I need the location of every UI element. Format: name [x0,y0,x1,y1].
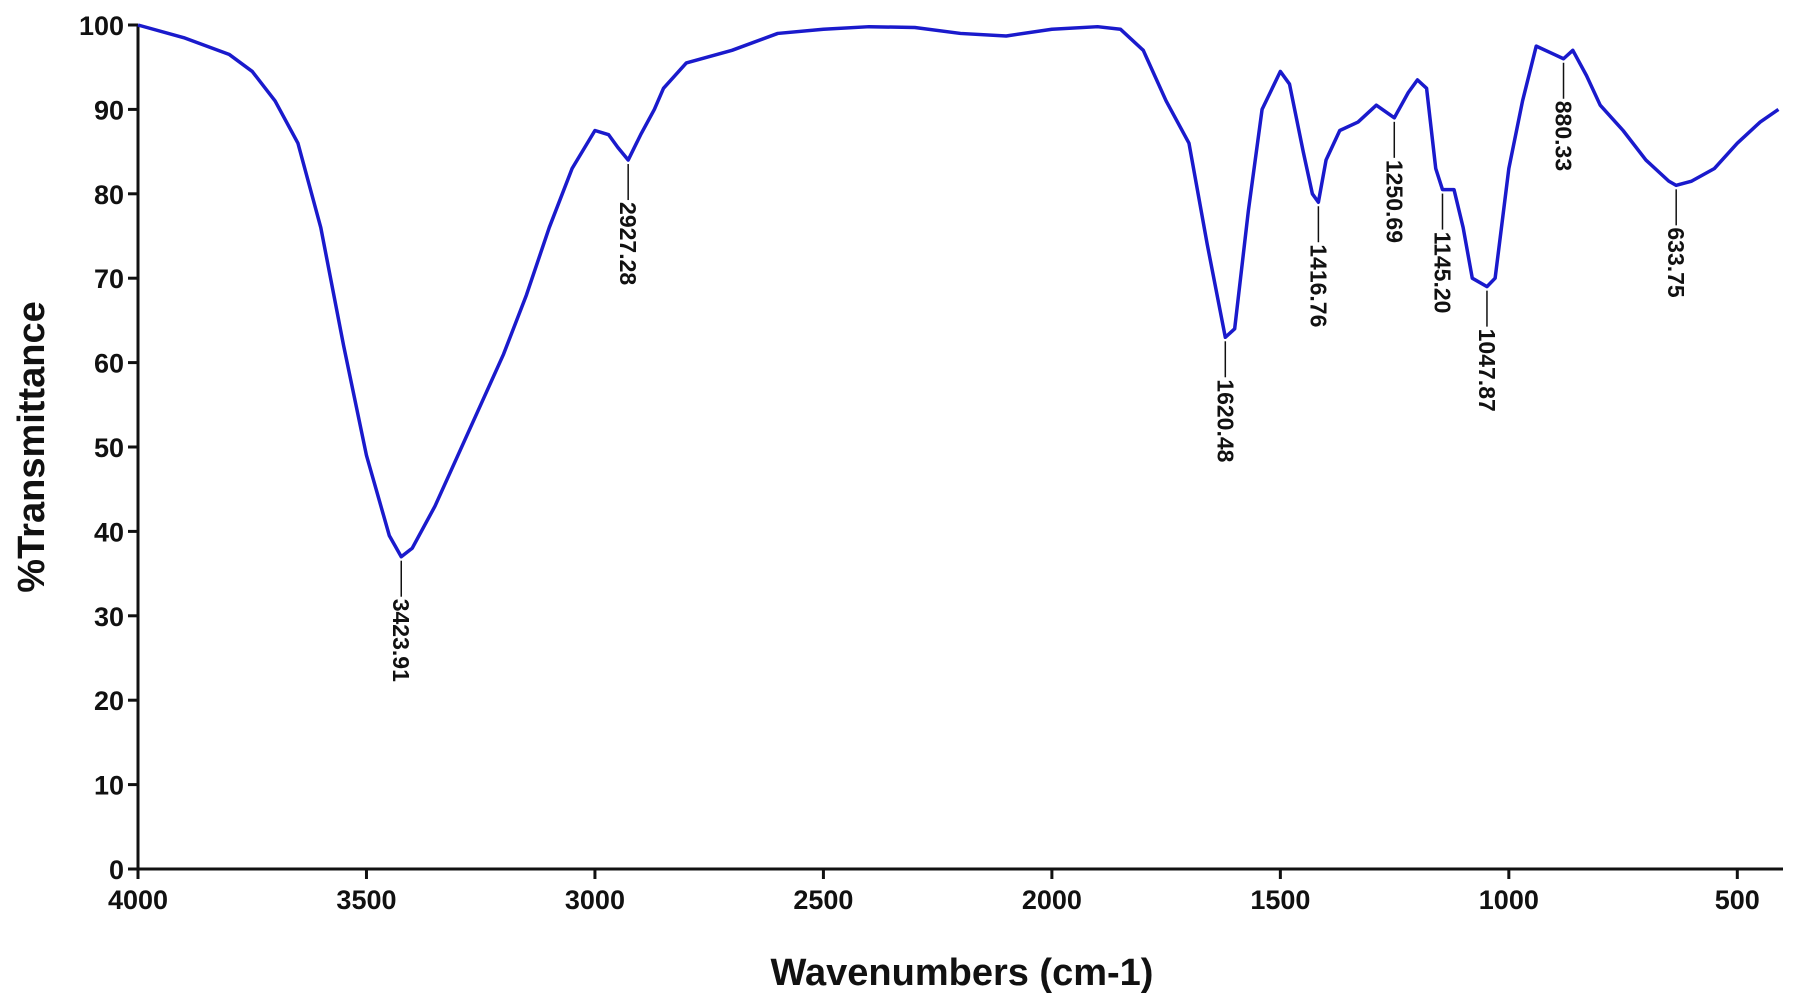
y-tick-label: 40 [94,517,124,547]
x-tick-label: 3000 [565,885,625,915]
y-tick-label: 90 [94,95,124,125]
y-tick-label: 20 [94,686,124,716]
x-tick-label: 1500 [1250,885,1310,915]
spectrum-line [137,23,1780,559]
y-tick-label: 0 [109,855,124,885]
annotation-label: 1620.48 [1212,379,1238,462]
x-tick-label: 1000 [1479,885,1539,915]
y-tick-label: 100 [79,11,124,41]
annotation-label: 1145.20 [1429,232,1455,314]
y-tick-label: 80 [94,180,124,210]
annotation-label: 633.75 [1663,227,1689,298]
y-tick-label: 50 [94,433,124,463]
annotation-label: 880.33 [1551,101,1577,171]
y-tick-label: 70 [94,264,124,294]
x-tick-label: 500 [1715,885,1760,915]
y-tick-label: 30 [94,602,124,632]
x-tick-label: 3500 [336,885,396,915]
annotation-label: 3423.91 [388,599,414,682]
x-tick-label: 2000 [1022,885,1082,915]
y-tick-label: 60 [94,349,124,379]
x-tick-label: 2500 [793,885,853,915]
x-tick-label: 4000 [108,885,168,915]
annotation-label: 2927.28 [615,202,641,285]
annotation-label: 1250.69 [1381,160,1407,243]
y-axis-title: %Transmittance [11,301,53,592]
annotation-label: 1047.87 [1474,329,1500,412]
x-axis-title: Wavenumbers (cm-1) [771,952,1154,994]
annotation-label: 1416.76 [1305,244,1331,327]
y-tick-label: 10 [94,771,124,801]
